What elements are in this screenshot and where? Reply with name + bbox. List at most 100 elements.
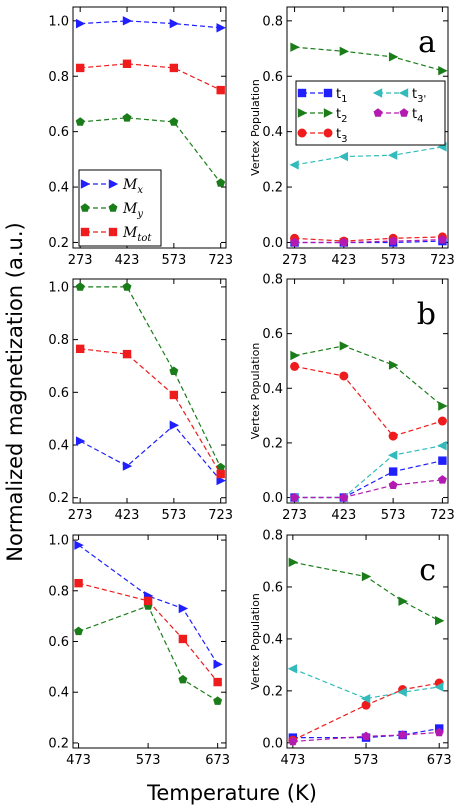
data-point: [122, 113, 132, 122]
legend-marker: [399, 108, 409, 117]
axes-frame: [286, 278, 449, 504]
data-point: [178, 634, 188, 644]
y-tick-label: 0.2: [48, 236, 69, 251]
data-point: [339, 46, 350, 57]
panel-c-right: 0.0 0.2 0.4 0.6 0.8 473 573 673 Vertex Populatio…: [249, 529, 452, 769]
data-point: [397, 687, 407, 697]
y-tick-label: 0.6: [262, 327, 283, 342]
series-line: [294, 239, 443, 244]
series-Mx: [74, 540, 223, 670]
legend-marker: [398, 88, 409, 98]
series-Mx: [75, 16, 226, 33]
series-t4: [290, 475, 447, 502]
series-line: [294, 460, 443, 499]
data-point: [122, 59, 132, 68]
legend-marker: [323, 128, 333, 138]
data-point: [169, 366, 179, 376]
y-tick-label: 0.2: [262, 684, 283, 699]
data-point: [290, 237, 300, 247]
data-point: [169, 390, 179, 400]
series-My: [75, 282, 226, 472]
legend-marker: [297, 128, 307, 138]
data-point: [216, 23, 226, 33]
data-point: [360, 693, 371, 704]
legend-marker: [373, 108, 383, 117]
data-point: [290, 492, 300, 502]
series-Mtot: [75, 344, 225, 479]
series-line: [80, 20, 221, 29]
legend-marker: [372, 88, 383, 98]
legend-label-base: M: [122, 177, 138, 193]
panel-label: c: [419, 553, 436, 588]
data-point: [74, 540, 84, 550]
data-point: [434, 682, 444, 692]
data-point: [74, 578, 83, 588]
y-tick-label: 0.4: [48, 439, 69, 454]
y-tick-label: 0.4: [48, 686, 69, 701]
data-point: [339, 492, 349, 502]
y-tick-label: 0.2: [48, 736, 69, 751]
data-point: [338, 151, 349, 162]
series-line: [294, 479, 443, 499]
data-point: [75, 63, 85, 73]
legend-marker: [80, 179, 91, 189]
data-point: [143, 596, 153, 606]
y-axis-label: Vertex Population: [249, 593, 262, 690]
series-t2: [290, 42, 448, 76]
legend-label: t3': [412, 87, 426, 105]
x-tick-label: 273: [282, 508, 307, 523]
figure-xlabel: Temperature (K): [146, 781, 317, 805]
y-tick-label: 0.8: [48, 333, 69, 348]
series-line: [292, 727, 440, 739]
legend-label-sub: x: [137, 185, 143, 196]
legend-label: t1: [336, 87, 347, 105]
x-tick-label: 273: [68, 508, 93, 523]
series-My: [75, 113, 226, 187]
panel-c-left: 0.2 0.4 0.6 0.8 1.0 473 573 673: [48, 534, 230, 768]
data-point: [213, 659, 223, 670]
data-point: [178, 674, 188, 684]
y-tick-label: 0.0: [262, 736, 283, 751]
data-point: [361, 731, 371, 741]
series-line: [78, 605, 219, 702]
series-Mtot: [75, 59, 225, 95]
series-line: [292, 561, 440, 622]
data-point: [122, 16, 133, 26]
x-tick-label: 723: [430, 508, 455, 523]
y-tick-label: 0.6: [262, 70, 283, 85]
y-tick-label: 0.2: [262, 181, 283, 196]
data-point: [75, 117, 85, 126]
legend-marker: [108, 227, 118, 237]
y-tick-label: 0.6: [262, 580, 283, 595]
legend-label-sub: y: [136, 209, 143, 220]
series-line: [294, 146, 443, 166]
data-point: [387, 150, 398, 160]
series-line: [294, 236, 443, 242]
y-tick-label: 0.6: [48, 635, 69, 650]
data-point: [216, 85, 225, 95]
data-point: [388, 431, 398, 441]
x-tick-label: 673: [427, 753, 452, 768]
data-point: [388, 480, 398, 490]
legend-label-sub: 1: [341, 94, 347, 105]
series-line: [80, 348, 222, 475]
data-point: [216, 475, 226, 486]
data-point: [122, 349, 132, 359]
data-point: [216, 178, 226, 187]
legend-marker: [80, 227, 90, 237]
y-tick-label: 0.8: [262, 529, 283, 544]
data-point: [122, 282, 132, 291]
legend-label: t3: [336, 127, 347, 145]
y-tick-label: 0.4: [262, 125, 283, 140]
legend-label-base: t: [412, 107, 417, 122]
x-tick-label: 573: [354, 753, 379, 768]
x-tick-label: 423: [331, 508, 356, 523]
data-point: [434, 727, 444, 737]
legend-label: t4: [412, 107, 423, 125]
series-t2: [290, 341, 448, 411]
data-point: [388, 52, 399, 62]
y-tick-label: 1.0: [48, 280, 69, 295]
panel-b-right: 0.0 0.2 0.4 0.6 0.8 273 423 573 723 Vertex Popula…: [249, 273, 455, 524]
